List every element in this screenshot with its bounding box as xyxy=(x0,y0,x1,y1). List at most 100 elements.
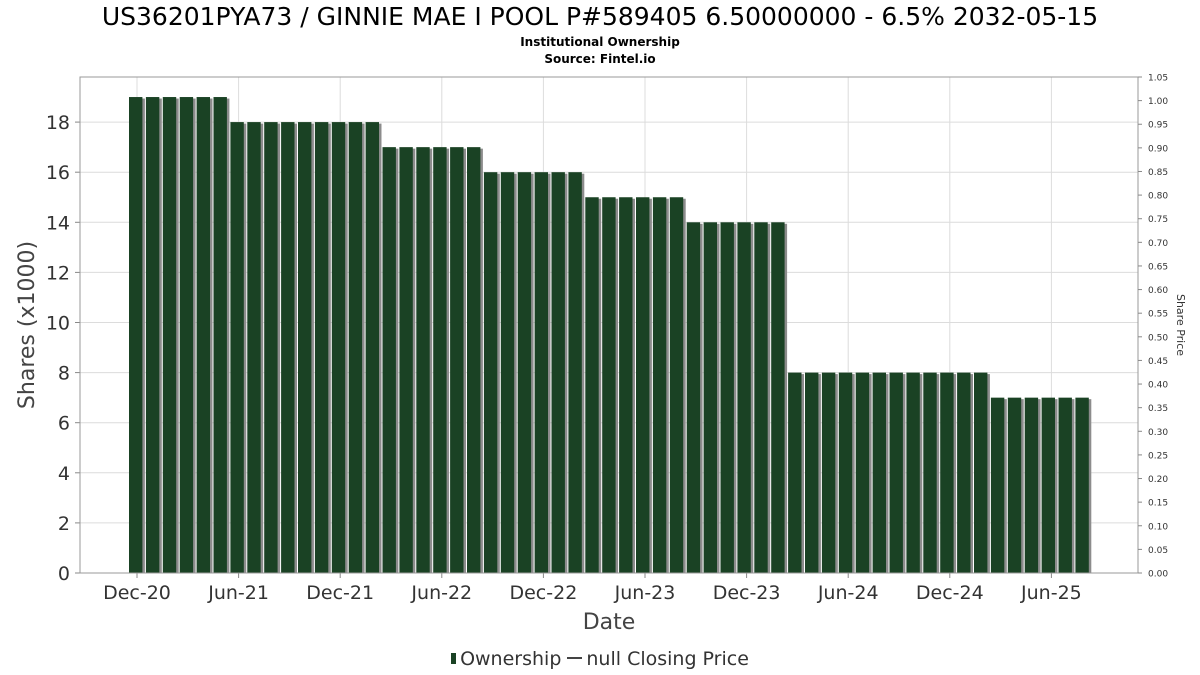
bar-layer xyxy=(129,97,1092,574)
y-tick-label: 14 xyxy=(46,212,70,234)
y-tick-label: 18 xyxy=(46,112,70,134)
ownership-bar xyxy=(433,147,447,573)
ownership-bar xyxy=(737,222,751,574)
y-tick-label: 8 xyxy=(58,363,70,385)
ownership-bar xyxy=(483,172,498,573)
ownership-bar xyxy=(382,147,396,573)
chart-subtitle: Institutional Ownership xyxy=(520,35,680,49)
ownership-bar xyxy=(416,147,430,573)
ownership-bar xyxy=(331,122,346,573)
y2-tick-label: 0.25 xyxy=(1148,451,1168,461)
ownership-bar xyxy=(517,172,532,573)
ownership-bar xyxy=(669,197,684,573)
ownership-bar xyxy=(264,122,278,573)
ownership-bar xyxy=(652,197,667,573)
y2-tick-label: 0.05 xyxy=(1148,546,1168,556)
y2-tick-label: 0.75 xyxy=(1148,215,1168,225)
ownership-bar xyxy=(771,222,785,574)
ownership-bar xyxy=(399,147,413,573)
y2-axis-label: Share Price xyxy=(1174,294,1187,356)
x-tick-label: Dec-23 xyxy=(713,582,781,604)
y2-tick-label: 0.10 xyxy=(1148,522,1168,532)
y2-tick-label: 0.85 xyxy=(1148,168,1168,178)
ownership-bar xyxy=(872,372,886,573)
y2-tick-label: 0.00 xyxy=(1148,570,1168,580)
y2-tick-label: 0.60 xyxy=(1148,286,1168,296)
y2-tick-label: 0.70 xyxy=(1148,239,1168,249)
ownership-bar xyxy=(974,372,988,573)
ownership-bar xyxy=(754,222,768,574)
ownership-bar xyxy=(247,122,261,573)
x-tick-label: Dec-22 xyxy=(509,582,577,604)
x-tick-label: Dec-21 xyxy=(306,582,374,604)
x-tick-label: Jun-22 xyxy=(410,582,472,604)
y2-tick-label: 0.40 xyxy=(1148,381,1168,391)
ownership-bar xyxy=(500,172,515,573)
x-tick-label: Dec-24 xyxy=(916,582,984,604)
ownership-bar xyxy=(889,372,903,573)
legend-price: null Closing Price xyxy=(586,648,749,670)
y2-tick-label: 0.20 xyxy=(1148,475,1168,485)
ownership-bar xyxy=(467,147,481,573)
ownership-bar xyxy=(129,97,143,573)
y-tick-label: 2 xyxy=(58,513,70,535)
ownership-bar xyxy=(805,372,819,573)
y-tick-label: 6 xyxy=(58,413,70,435)
y2-tick-label: 0.80 xyxy=(1148,192,1168,202)
ownership-bar xyxy=(855,372,870,573)
ownership-bar xyxy=(788,372,802,573)
chart-source: Source: Fintel.io xyxy=(544,52,656,66)
y-tick-label: 16 xyxy=(46,162,70,184)
ownership-bar xyxy=(534,172,548,573)
y2-tick-label: 1.00 xyxy=(1148,97,1168,107)
ownership-bar xyxy=(636,197,650,573)
ownership-bar xyxy=(990,397,1005,573)
ownership-bar xyxy=(230,122,244,573)
ownership-bar xyxy=(213,97,227,573)
ownership-bar xyxy=(1041,397,1055,573)
legend: Ownership null Closing Price xyxy=(0,648,1200,670)
ownership-bar xyxy=(1007,397,1022,573)
ownership-bar xyxy=(314,122,329,573)
y2-tick-label: 0.45 xyxy=(1148,357,1168,367)
y2-tick-label: 0.90 xyxy=(1148,144,1168,154)
y2-tick-label: 0.55 xyxy=(1148,310,1168,320)
ownership-bar xyxy=(196,97,210,573)
ownership-bar xyxy=(619,197,633,573)
ownership-bar xyxy=(940,372,954,573)
y-tick-label: 10 xyxy=(46,312,70,334)
x-tick-label: Jun-21 xyxy=(207,582,269,604)
chart-title: US36201PYA73 / GINNIE MAE I POOL P#58940… xyxy=(101,2,1099,31)
x-tick-label: Jun-23 xyxy=(614,582,676,604)
ownership-bar xyxy=(1058,397,1072,573)
x-axis-label: Date xyxy=(583,610,636,635)
y2-tick-label: 0.35 xyxy=(1148,404,1168,414)
y-tick-label: 4 xyxy=(58,463,70,485)
y2-tick-label: 0.50 xyxy=(1148,333,1168,343)
ownership-bar xyxy=(703,222,717,574)
x-tick-label: Jun-24 xyxy=(817,582,879,604)
y-tick-label: 0 xyxy=(58,563,70,585)
y2-tick-label: 0.65 xyxy=(1148,262,1168,272)
y2-tick-label: 0.15 xyxy=(1148,499,1168,509)
axis-layer: 0 2 4 6 8 10 12 14 16 18 Dec-20 Jun-21 Dec-21 Jun-22 D… xyxy=(15,74,1187,636)
y2-tick-label: 1.05 xyxy=(1148,74,1168,84)
ownership-bar xyxy=(450,147,464,573)
ownership-bar xyxy=(602,197,616,573)
x-tick-label: Dec-20 xyxy=(103,582,171,604)
ownership-legend-swatch xyxy=(451,653,457,664)
x-tick-label: Jun-25 xyxy=(1020,582,1082,604)
price-legend-swatch xyxy=(567,657,583,659)
y-tick-label: 12 xyxy=(46,262,70,284)
ownership-bar xyxy=(957,372,971,573)
ownership-bar xyxy=(551,172,565,573)
y2-tick-label: 0.30 xyxy=(1148,428,1168,438)
ownership-bar xyxy=(298,122,312,573)
y2-tick-label: 0.95 xyxy=(1148,121,1168,131)
ownership-bar xyxy=(1024,397,1039,573)
ownership-bar xyxy=(281,122,295,573)
y-axis-label: Shares (x1000) xyxy=(15,241,40,409)
ownership-bar xyxy=(821,372,836,573)
ownership-bar xyxy=(686,222,701,574)
